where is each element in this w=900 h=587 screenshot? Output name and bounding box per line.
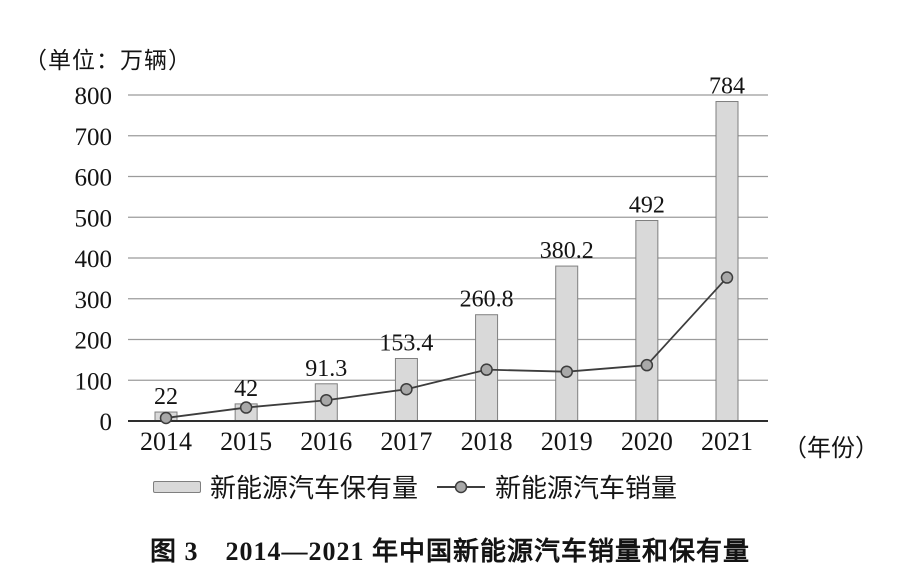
legend-item-ownership: 新能源汽车保有量 bbox=[152, 468, 418, 505]
y-tick-label: 0 bbox=[100, 409, 113, 436]
sales-point-2021 bbox=[720, 271, 734, 284]
legend: 新能源汽车保有量 新能源汽车销量 bbox=[0, 468, 830, 505]
y-tick-label: 500 bbox=[75, 205, 113, 232]
bar-2020 bbox=[635, 220, 659, 422]
sales-point-2020 bbox=[640, 358, 654, 372]
x-tick-label: 2016 bbox=[300, 427, 352, 456]
figure-caption: 图 3 2014—2021 年中国新能源汽车销量和保有量 bbox=[149, 537, 750, 566]
y-tick-label: 800 bbox=[75, 83, 113, 110]
x-tick-label: 2015 bbox=[220, 427, 272, 456]
x-tick-label: 2019 bbox=[541, 427, 593, 456]
y-tick-label: 600 bbox=[75, 165, 113, 192]
bar-value-label: 784 bbox=[709, 74, 745, 100]
sales-point-2016 bbox=[320, 393, 333, 407]
legend-item-sales: 新能源汽车销量 bbox=[436, 468, 677, 505]
sales-point-2015 bbox=[239, 401, 253, 414]
bar-value-label: 42 bbox=[234, 376, 258, 402]
y-tick-label: 200 bbox=[75, 328, 113, 355]
x-axis-unit-label: （年份） bbox=[783, 436, 879, 462]
legend-bar-swatch-icon bbox=[152, 480, 201, 493]
bar-value-label: 380.2 bbox=[540, 238, 594, 264]
bar-value-label: 22 bbox=[154, 384, 178, 410]
sales-point-2018 bbox=[480, 363, 493, 376]
x-tick-label: 2018 bbox=[461, 427, 513, 456]
bar-2019 bbox=[555, 265, 579, 422]
y-tick-label: 100 bbox=[75, 368, 113, 395]
sales-point-2017 bbox=[400, 382, 413, 396]
y-axis-unit-label: （单位：万辆） bbox=[24, 48, 192, 73]
bar-2021 bbox=[715, 101, 739, 422]
legend-line-marker-icon bbox=[437, 480, 485, 493]
bar-value-label: 91.3 bbox=[305, 356, 347, 382]
sales-point-2014 bbox=[159, 411, 173, 425]
x-tick-label: 2021 bbox=[701, 427, 753, 456]
y-tick-label: 700 bbox=[75, 124, 113, 151]
bar-value-label: 492 bbox=[629, 193, 665, 219]
legend-line-label: 新能源汽车销量 bbox=[495, 474, 678, 503]
chart-plot: 22 42 91.3 153.4 260.8 380.2 492 784 0 100 200 300 4… bbox=[75, 74, 768, 456]
y-tick-label: 300 bbox=[75, 287, 113, 314]
sales-line bbox=[165, 276, 728, 419]
bar-value-label: 260.8 bbox=[460, 287, 514, 313]
x-tick-label: 2020 bbox=[621, 427, 673, 456]
y-tick-label: 400 bbox=[75, 246, 113, 273]
bar-value-label: 153.4 bbox=[379, 330, 433, 356]
legend-bar-label: 新能源汽车保有量 bbox=[209, 474, 418, 503]
x-tick-label: 2014 bbox=[140, 427, 192, 456]
sales-point-2019 bbox=[560, 365, 573, 378]
x-tick-label: 2017 bbox=[380, 427, 432, 456]
